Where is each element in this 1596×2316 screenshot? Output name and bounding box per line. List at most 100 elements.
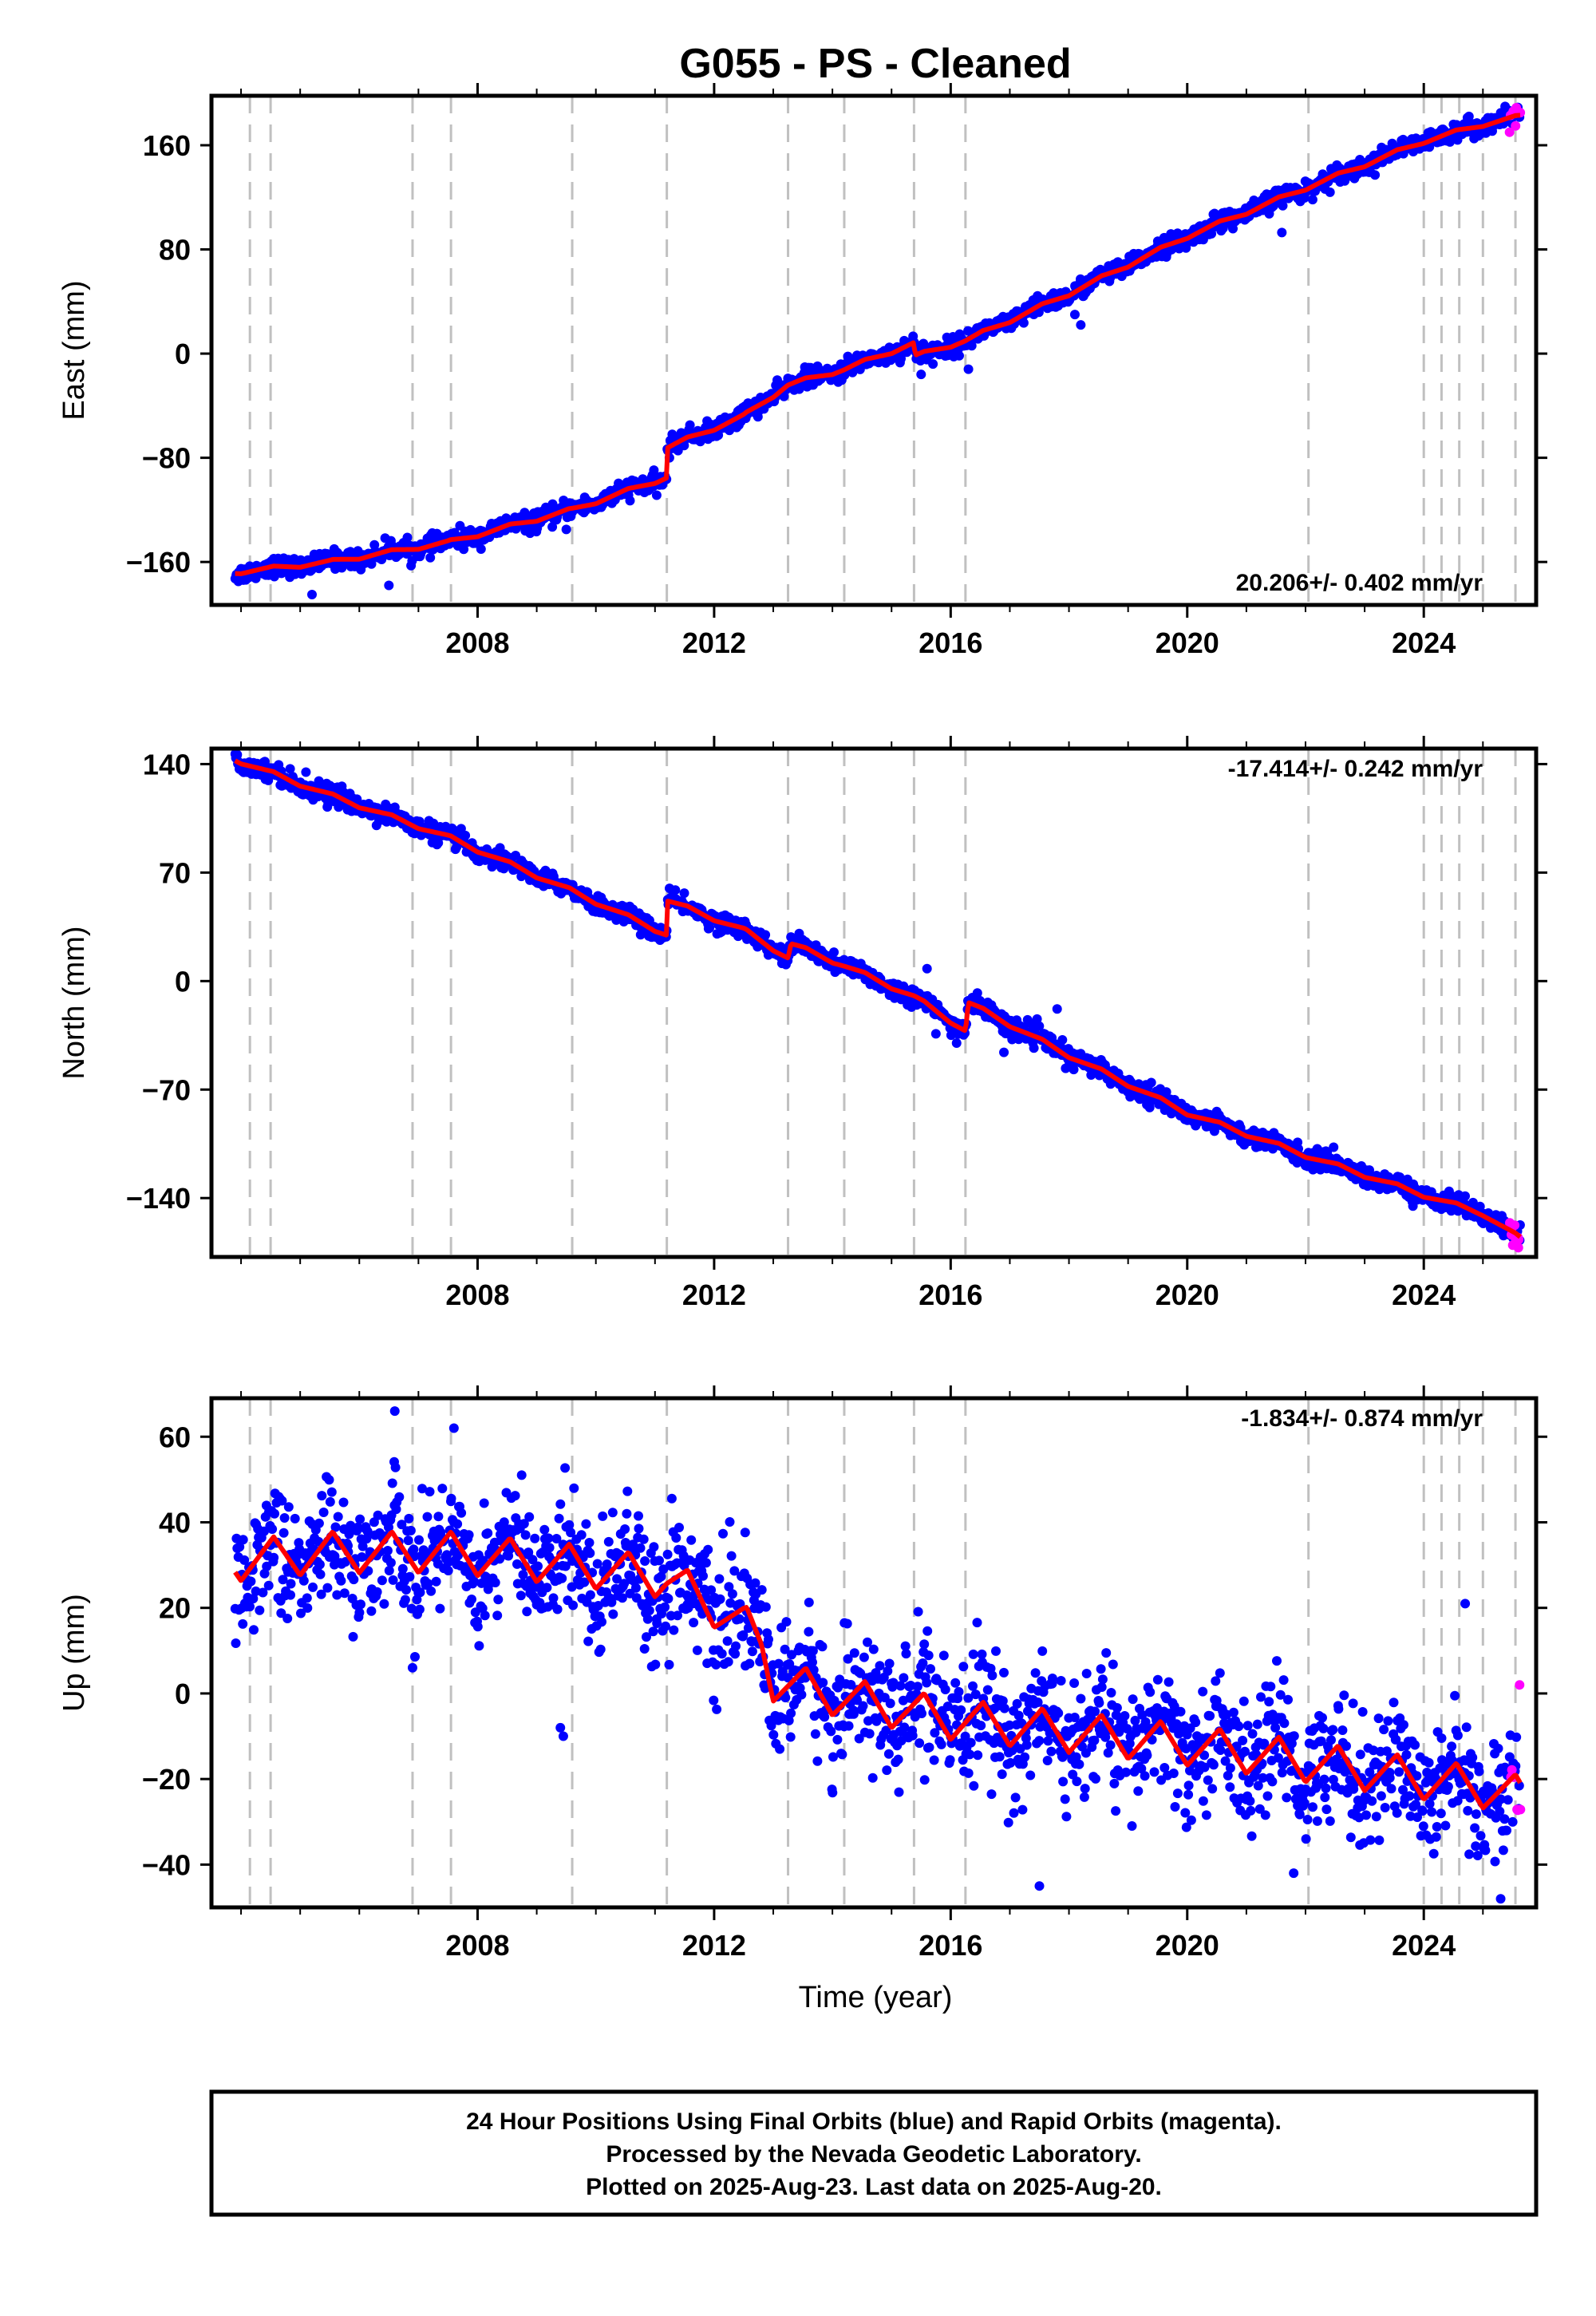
data-point xyxy=(884,1658,895,1669)
data-point xyxy=(1140,1771,1150,1781)
data-point-outlier xyxy=(951,1037,962,1048)
y-tick-label: 160 xyxy=(143,129,191,162)
data-point xyxy=(1043,1736,1053,1746)
data-point xyxy=(355,1514,365,1524)
data-point xyxy=(679,888,689,899)
data-point xyxy=(1097,1674,1108,1685)
data-point xyxy=(530,1533,540,1543)
data-point xyxy=(387,1478,397,1488)
data-point xyxy=(1464,111,1474,121)
data-point xyxy=(1514,1235,1524,1245)
data-point xyxy=(926,1664,935,1674)
data-point xyxy=(405,1571,415,1582)
data-point xyxy=(1168,1769,1179,1778)
data-point xyxy=(982,1685,993,1695)
data-point xyxy=(1012,1698,1022,1709)
data-point xyxy=(958,1662,969,1672)
data-point xyxy=(622,1508,632,1519)
data-point xyxy=(1021,1740,1032,1750)
data-point xyxy=(314,1518,324,1528)
data-point xyxy=(552,1604,563,1614)
data-point xyxy=(634,1524,644,1534)
data-point xyxy=(639,1644,650,1654)
data-point xyxy=(1037,1646,1048,1656)
data-point-outlier xyxy=(1218,207,1228,218)
data-point-outlier xyxy=(1076,320,1086,330)
data-point xyxy=(232,749,243,760)
data-point xyxy=(859,1652,869,1662)
data-point xyxy=(674,1523,684,1532)
data-point xyxy=(1111,1806,1121,1816)
data-point xyxy=(492,1611,503,1621)
data-point xyxy=(1260,1810,1270,1820)
data-point xyxy=(581,1519,591,1529)
data-point xyxy=(832,1734,843,1745)
data-point xyxy=(817,1642,828,1652)
data-point xyxy=(267,1524,278,1534)
data-point xyxy=(727,1589,737,1599)
data-point xyxy=(385,1558,396,1568)
data-point xyxy=(868,1644,879,1654)
x-tick-label: 2020 xyxy=(1156,626,1219,659)
data-point xyxy=(1017,1804,1028,1815)
data-point xyxy=(245,1602,255,1612)
data-point xyxy=(308,1582,318,1592)
data-point xyxy=(231,1638,241,1648)
data-point xyxy=(522,1607,532,1617)
data-point xyxy=(711,1659,721,1670)
data-point xyxy=(1128,1694,1138,1705)
data-point xyxy=(302,1593,312,1603)
data-point xyxy=(712,1704,722,1714)
data-point xyxy=(1180,1808,1191,1818)
data-point xyxy=(1009,1808,1019,1818)
data-point-outlier xyxy=(963,364,974,374)
data-point xyxy=(638,1534,649,1544)
y-tick-label: 0 xyxy=(175,338,191,370)
panel-frame-north xyxy=(209,746,1539,1259)
data-point xyxy=(1146,1077,1156,1088)
data-point xyxy=(349,1575,359,1585)
data-point xyxy=(786,1708,796,1718)
x-tick-label: 2024 xyxy=(1392,626,1456,659)
data-point xyxy=(1238,1696,1249,1706)
data-point xyxy=(238,1535,248,1545)
data-point xyxy=(826,1726,836,1737)
data-point xyxy=(238,1618,248,1629)
data-point xyxy=(901,1649,911,1659)
data-point xyxy=(1161,1087,1171,1097)
data-point xyxy=(302,1603,313,1613)
data-point xyxy=(973,1750,983,1761)
data-point xyxy=(997,1769,1007,1780)
data-point xyxy=(1247,1729,1258,1739)
data-point xyxy=(912,1682,922,1692)
data-point xyxy=(322,1583,333,1593)
data-point xyxy=(1109,1778,1120,1788)
data-point xyxy=(963,1768,974,1778)
data-point-outlier xyxy=(1277,227,1287,238)
data-point xyxy=(585,1548,595,1559)
data-point xyxy=(649,465,659,476)
panel-frame-east xyxy=(209,93,1539,607)
data-point xyxy=(651,490,662,500)
data-point xyxy=(583,1636,594,1646)
data-point xyxy=(954,1686,964,1697)
data-point xyxy=(661,1621,670,1631)
data-point xyxy=(785,1732,796,1742)
data-point xyxy=(402,532,413,543)
data-point xyxy=(1003,1817,1013,1828)
data-point xyxy=(474,1641,484,1651)
data-point xyxy=(1205,1711,1215,1721)
data-point xyxy=(1152,1674,1163,1685)
data-point xyxy=(315,1569,326,1579)
data-point xyxy=(493,1595,504,1605)
data-point xyxy=(390,1462,401,1472)
data-point xyxy=(568,1600,579,1611)
data-point xyxy=(779,391,789,401)
data-point xyxy=(938,1650,949,1661)
data-point xyxy=(379,1599,389,1609)
series-final-orbits-north xyxy=(230,749,1525,1246)
data-point xyxy=(1090,1706,1100,1717)
data-point xyxy=(885,1698,895,1709)
data-point xyxy=(324,1475,334,1485)
